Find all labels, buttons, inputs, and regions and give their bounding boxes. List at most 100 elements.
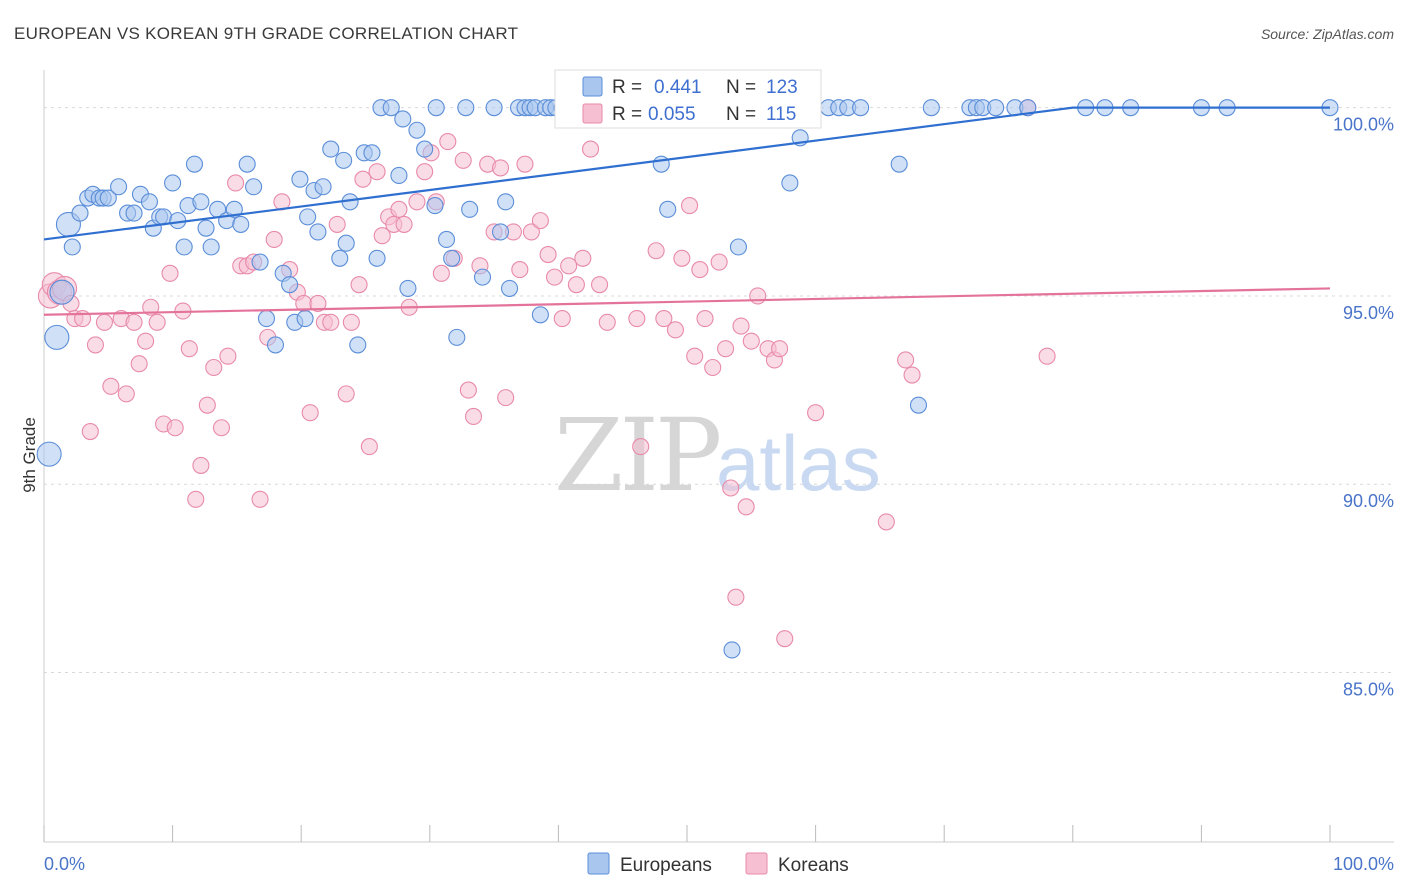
korean-point xyxy=(390,200,408,218)
korean-point xyxy=(301,404,319,422)
korean-point xyxy=(142,298,160,316)
european-point xyxy=(331,249,349,267)
korean-point xyxy=(497,389,515,407)
trend-lines xyxy=(43,106,1331,316)
korean-point xyxy=(464,407,483,426)
european-point xyxy=(909,396,928,414)
european-point xyxy=(238,155,256,173)
european-point xyxy=(296,309,314,328)
european-point xyxy=(427,99,445,117)
korean-point xyxy=(511,261,529,279)
korean-point xyxy=(81,422,99,441)
korean-point xyxy=(742,332,760,350)
european-point xyxy=(99,189,117,207)
korean-point xyxy=(166,419,184,437)
korean-point xyxy=(903,366,921,384)
stats-box: R = 0.441 N = 123 R = 0.055 N = 115 xyxy=(554,69,822,129)
korean-point xyxy=(516,155,534,173)
korean-point xyxy=(350,276,368,294)
korean-point xyxy=(125,313,143,331)
korean-point xyxy=(491,159,510,177)
korean-point xyxy=(454,151,472,169)
korean-point xyxy=(522,223,540,241)
european-point xyxy=(349,336,367,354)
european-point xyxy=(457,99,475,117)
korean-point xyxy=(696,309,714,328)
korean-point xyxy=(432,264,450,282)
korean-point xyxy=(205,358,223,377)
korean-point xyxy=(673,249,691,267)
european-point xyxy=(197,219,215,237)
y-tick-labels: 85.0% 90.0% 95.0% 100.0% xyxy=(1333,115,1394,700)
korean-point xyxy=(342,313,360,331)
korean-point xyxy=(647,242,665,260)
korean-point xyxy=(309,294,327,313)
stats-swatch-europeans xyxy=(582,76,603,97)
european-point xyxy=(473,268,492,286)
european-point xyxy=(232,215,250,233)
european-point xyxy=(225,200,243,218)
korean-point xyxy=(416,163,434,181)
european-point xyxy=(399,279,417,297)
korean-point xyxy=(545,268,564,286)
european-point xyxy=(408,121,426,139)
y-axis-label: 9th Grade xyxy=(20,417,39,493)
legend-swatch-koreans xyxy=(745,852,768,875)
korean-point xyxy=(227,174,245,192)
european-point xyxy=(322,140,340,158)
european-point xyxy=(164,174,182,192)
european-point xyxy=(531,306,549,324)
korean-point xyxy=(655,309,673,328)
european-point xyxy=(63,238,81,256)
korean-point xyxy=(439,133,457,151)
european-point xyxy=(987,99,1005,117)
gridlines xyxy=(44,107,1394,674)
korean-point xyxy=(368,163,386,181)
european-point xyxy=(71,204,89,222)
watermark: ZIP atlas xyxy=(554,397,881,514)
chart-title: EUROPEAN VS KOREAN 9TH GRADE CORRELATION… xyxy=(14,24,518,43)
korean-point xyxy=(737,498,755,516)
european-point xyxy=(140,193,159,211)
korean-point xyxy=(574,249,592,267)
korean-point xyxy=(130,355,148,373)
european-point xyxy=(448,328,466,346)
legend-label-europeans: Europeans xyxy=(620,855,712,876)
european-point xyxy=(382,99,400,117)
european-point xyxy=(257,309,276,328)
european-point xyxy=(723,641,741,659)
korean-point xyxy=(1038,347,1056,365)
korean-point xyxy=(360,438,378,456)
korean-point xyxy=(408,193,426,211)
trend-line-koreans xyxy=(43,287,1331,316)
korean-point xyxy=(727,588,745,606)
korean-point xyxy=(553,309,571,328)
european-point xyxy=(491,223,510,241)
korean-point xyxy=(137,332,155,350)
korean-point xyxy=(732,317,750,335)
korean-point xyxy=(180,340,198,358)
korean-point xyxy=(117,385,135,403)
trend-line-europeans xyxy=(43,106,1330,241)
european-point xyxy=(368,249,386,267)
european-point xyxy=(245,178,263,196)
chart-source: Source: ZipAtlas.com xyxy=(1261,26,1394,42)
european-point xyxy=(363,144,381,162)
korean-point xyxy=(704,358,722,377)
legend-label-koreans: Koreans xyxy=(778,855,849,876)
european-point xyxy=(729,238,747,256)
korean-point xyxy=(192,456,210,474)
korean-point xyxy=(219,347,237,365)
stats-europeans-n-value: 123 xyxy=(766,77,798,98)
korean-point xyxy=(632,438,650,456)
european-point xyxy=(852,99,870,117)
european-point xyxy=(251,253,269,271)
european-point xyxy=(652,155,670,173)
european-point xyxy=(266,336,285,354)
european-point xyxy=(890,155,908,173)
korean-point xyxy=(161,264,179,282)
european-point xyxy=(185,155,204,173)
series-europeans xyxy=(36,99,1339,659)
stats-koreans-r-value: 0.055 xyxy=(648,104,696,125)
legend-swatch-europeans xyxy=(587,852,610,875)
